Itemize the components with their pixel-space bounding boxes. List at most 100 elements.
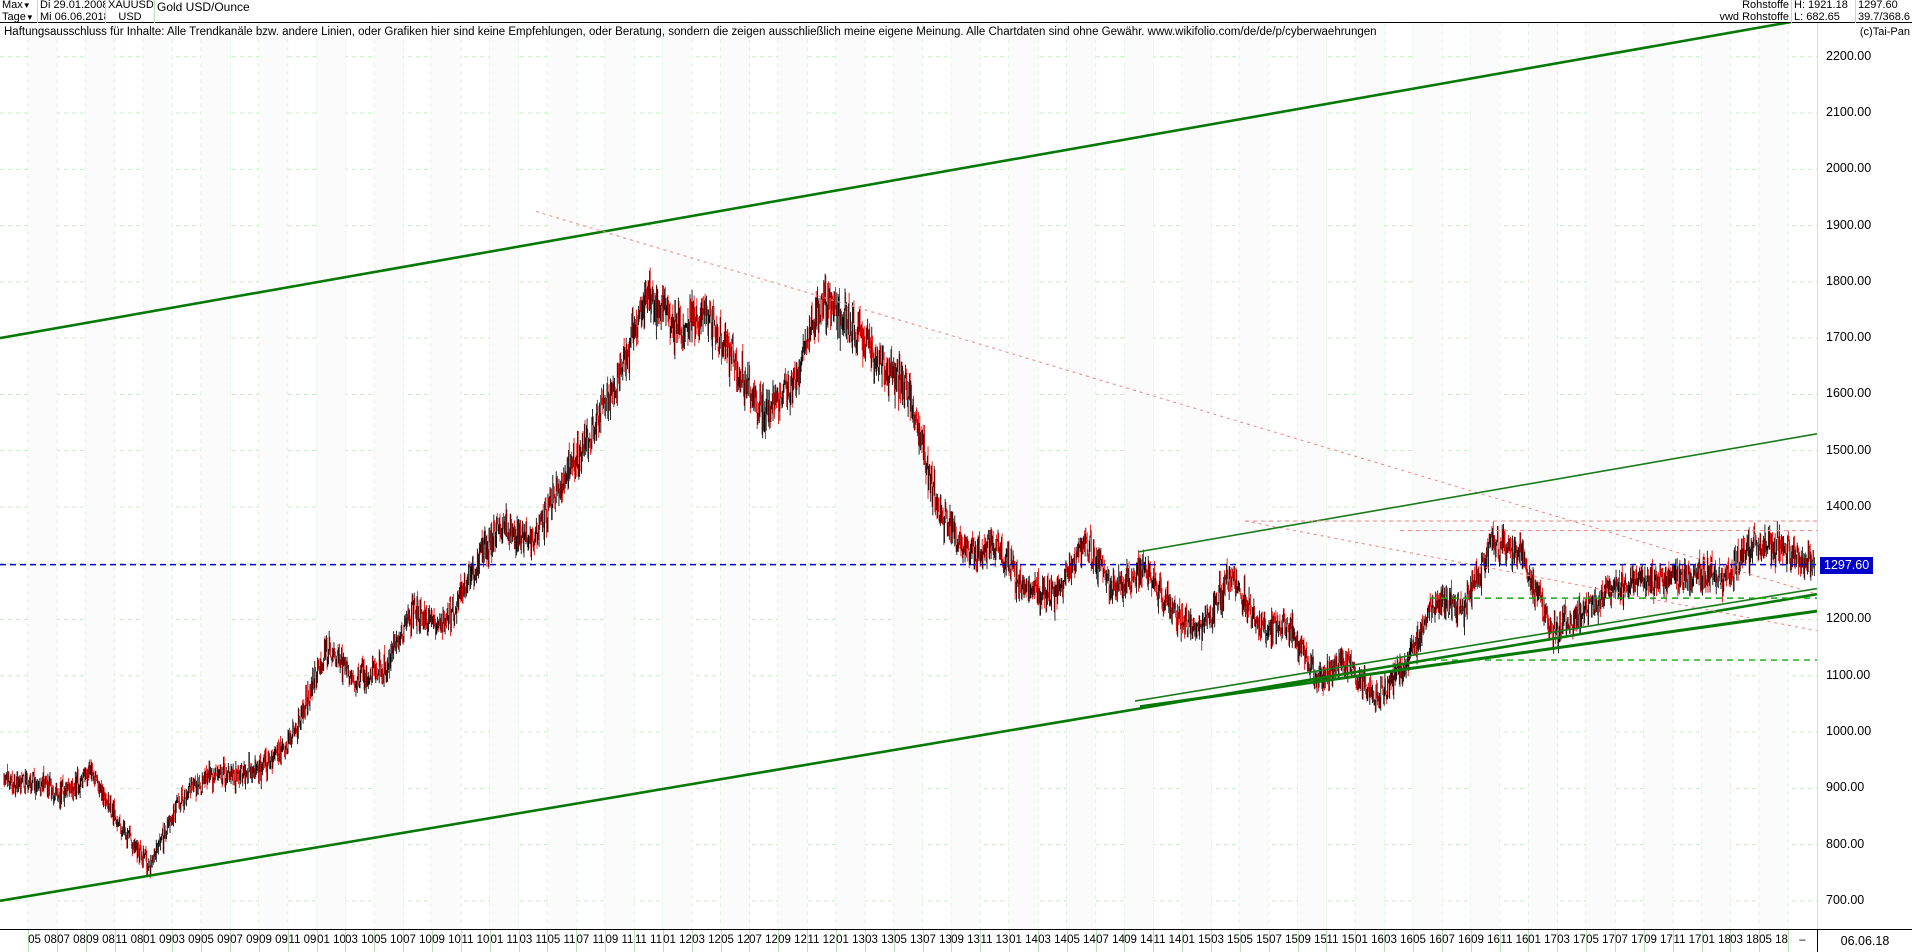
date-tick-label: 03 09 — [172, 934, 201, 946]
date-axis-separator — [1586, 930, 1587, 952]
date-tick-label: 03 12 — [692, 934, 721, 946]
date-tick-label: – — [1799, 934, 1806, 946]
date-tick-label: 07 11 — [576, 934, 605, 946]
date-tick-label: 09 14 — [1124, 934, 1153, 946]
date-axis-separator — [172, 930, 173, 952]
date-axis-separator — [1788, 930, 1789, 952]
date-axis-separator — [201, 930, 202, 952]
date-tick-label: 09 17 — [1644, 934, 1673, 946]
date-axis-separator — [461, 930, 462, 952]
price-tick-label: 2100.00 — [1826, 105, 1872, 120]
interval-label: Tage — [2, 12, 26, 23]
date-axis-separator — [692, 930, 693, 952]
date-tick-label: 01 17 — [1528, 934, 1557, 946]
year-band — [85, 23, 115, 929]
date-tick-label: 03 17 — [1557, 934, 1586, 946]
date-axis-separator — [1702, 930, 1703, 952]
date-tick-label: 01 14 — [1009, 934, 1038, 946]
range-selector[interactable]: Max▼ Tage▼ — [0, 0, 38, 23]
date-tick-label: 05 17 — [1586, 934, 1615, 946]
date-tick-label: 03 11 — [519, 934, 548, 946]
year-band — [1701, 23, 1731, 929]
date-tick-label: 09 09 — [259, 934, 288, 946]
date-axis-separator — [1355, 930, 1356, 952]
date-axis-separator — [836, 930, 837, 952]
date-tick-label: 03 16 — [1384, 934, 1413, 946]
date-tick-label: 05 08 — [28, 934, 57, 946]
year-band — [893, 23, 923, 929]
date-tick-label: 01 10 — [317, 934, 346, 946]
date-tick-label: 01 12 — [663, 934, 692, 946]
date-axis-separator — [807, 930, 808, 952]
range-label-row: Max▼ — [0, 0, 37, 11]
date-axis-separator — [1644, 930, 1645, 952]
date-tick-label: 11 11 — [634, 934, 663, 946]
year-band — [1413, 23, 1442, 929]
date-axis-separator — [576, 930, 577, 952]
price-tick-label: 1800.00 — [1826, 273, 1872, 288]
year-band — [1528, 23, 1558, 929]
date-tick-label: 03 10 — [345, 934, 374, 946]
chart-plot-area[interactable] — [0, 23, 1817, 929]
date-axis-separator — [28, 930, 29, 952]
year-band — [316, 23, 346, 929]
year-band — [1759, 23, 1789, 929]
date-axis-separator — [778, 930, 779, 952]
date-axis-separator — [1153, 930, 1154, 952]
price-tick-label: 1500.00 — [1826, 442, 1872, 457]
date-axis-separator — [317, 930, 318, 952]
date-tick-label: 11 16 — [1500, 934, 1529, 946]
date-tick-label: 11 15 — [1326, 934, 1355, 946]
date-axis-separator — [980, 930, 981, 952]
year-band — [1297, 23, 1327, 929]
interval-label-row: Tage▼ — [0, 12, 37, 23]
subchannel-lower — [1134, 587, 1817, 702]
period-low: L: 682.65 — [1794, 12, 1840, 23]
date-tick-label: 05 10 — [374, 934, 403, 946]
date-tick-label: 05 13 — [894, 934, 923, 946]
last-quote-cell: 1297.60 39.7/368.6 — [1856, 0, 1912, 23]
chevron-down-icon[interactable]: ▼ — [22, 1, 31, 10]
year-band — [258, 23, 288, 929]
date-tick-label: 09 16 — [1471, 934, 1500, 946]
date-axis-separator — [1615, 930, 1616, 952]
date-axis-separator — [923, 930, 924, 952]
year-band — [1124, 23, 1154, 929]
date-axis-separator — [403, 930, 404, 952]
symbol-ticker: XAUUSD — [108, 0, 154, 11]
year-band — [662, 23, 692, 929]
date-axis-separator — [374, 930, 375, 952]
date-tick-label: 11 09 — [288, 934, 317, 946]
date-tick-label: 11 10 — [461, 934, 490, 946]
date-axis-separator — [721, 930, 722, 952]
high-low-cell: H: 1921.18 L: 682.65 — [1792, 0, 1856, 23]
price-axis[interactable]: 2200.00 2100.00 2000.00 1900.00 1800.00 1700.… — [1817, 23, 1912, 929]
date-axis-separator — [1759, 930, 1760, 952]
date-axis-separator — [1211, 930, 1212, 952]
date-axis[interactable]: 06.06.18 05 08 07 08 09 08 11 08 01 09 03 09 0… — [0, 929, 1912, 952]
date-axis-separator — [519, 930, 520, 952]
date-axis-separator — [1298, 930, 1299, 952]
year-band — [431, 23, 461, 929]
date-tick-label: 09 15 — [1298, 934, 1327, 946]
date-tick-label: 11 12 — [807, 934, 836, 946]
source-secondary: vwd Rohstoffe — [1719, 12, 1789, 23]
symbol-cell[interactable]: XAUUSD USD — [106, 0, 155, 23]
overlay-lines — [0, 23, 1817, 903]
date-tick-label: 07 15 — [1269, 934, 1298, 946]
year-band — [1239, 23, 1269, 929]
date-tick-label: 03 13 — [865, 934, 894, 946]
date-axis-separator — [1326, 930, 1327, 952]
price-tick-label: 800.00 — [1826, 836, 1865, 851]
price-tick-label: 1000.00 — [1826, 724, 1872, 739]
date-tick-label: 05 14 — [1067, 934, 1096, 946]
date-axis-separator — [86, 930, 87, 952]
date-tick-label: 09 13 — [951, 934, 980, 946]
trend-channel-upper — [0, 23, 1793, 340]
chevron-down-icon-2[interactable]: ▼ — [25, 13, 34, 22]
symbol-currency: USD — [118, 12, 142, 23]
year-band — [835, 23, 865, 929]
date-range-cell[interactable]: Di 29.01.2008 Mi 06.06.2018 — [38, 0, 106, 23]
date-tick-label: 07 08 — [57, 934, 86, 946]
date-axis-separator — [1730, 930, 1731, 952]
